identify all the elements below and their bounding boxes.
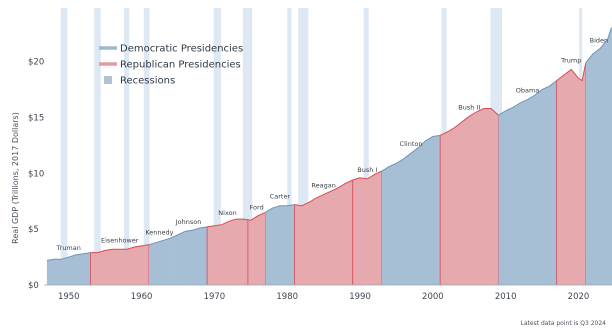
gdp-line-segment: [294, 179, 353, 207]
presidency-area-bush-ii: [440, 108, 499, 286]
x-tick-label: 2010: [495, 292, 517, 302]
recession-band: [60, 8, 68, 285]
recession-band: [143, 8, 150, 285]
legend-label: Republican Presidencies: [120, 60, 241, 71]
x-tick-label: 2020: [568, 292, 590, 302]
presidency-label-kennedy: Kennedy: [145, 229, 173, 237]
presidency-area-truman: [46, 252, 91, 285]
recession-band: [298, 8, 309, 285]
recession-band: [287, 8, 292, 285]
presidency-area-bush-i: [352, 171, 382, 285]
gdp-line-segment: [207, 218, 248, 228]
gdp-line-segment: [90, 244, 149, 254]
presidency-label-reagan: Reagan: [311, 182, 335, 190]
recession-band: [94, 8, 101, 285]
gdp-line-segment: [381, 134, 441, 172]
gdp-line-segment: [585, 27, 612, 64]
legend: Democratic Presidencies Republican Presid…: [99, 44, 243, 87]
legend-swatch-recessions: [104, 76, 112, 84]
gdp-line-segment: [169, 226, 208, 239]
presidency-area-obama: [498, 80, 557, 285]
y-axis-title: Real GDP (Trillions, 2017 Dollars): [11, 112, 20, 244]
presidency-area-clinton: [381, 135, 441, 285]
y-tick-label: $5: [28, 225, 39, 235]
recession-band: [242, 8, 253, 285]
y-tick-label: $10: [28, 169, 44, 179]
presidency-area-nixon: [207, 219, 248, 285]
gdp-line-segment: [265, 204, 295, 213]
axes: $0 $5 $10 $15 $20 1950 1960 1970 1980 1990 2000 201…: [28, 58, 612, 302]
gdp-area-segments: [46, 27, 612, 286]
presidency-label-truman: Truman: [56, 244, 81, 252]
presidency-area-trump: [556, 62, 586, 286]
presidency-area-biden: [585, 28, 612, 285]
legend-label: Recessions: [120, 76, 175, 87]
gdp-line-segment: [498, 80, 557, 116]
gdp-line-segment: [352, 170, 383, 181]
x-tick-label: 1960: [131, 292, 153, 302]
x-tick-label: 1990: [349, 292, 371, 302]
x-tick-label: 1980: [276, 292, 298, 302]
gdp-line-segment: [148, 237, 171, 246]
presidency-label-eisenhower: Eisenhower: [101, 236, 139, 244]
presidency-label-ford: Ford: [250, 204, 264, 212]
gdp-line-segment: [439, 108, 499, 136]
legend-label: Democratic Presidencies: [120, 44, 243, 55]
recession-band: [213, 8, 221, 285]
presidency-label-obama: Obama: [516, 87, 540, 95]
y-tick-label: $0: [28, 281, 39, 291]
presidency-area-johnson: [169, 226, 208, 285]
presidency-area-kennedy: [148, 238, 170, 285]
presidency-label-bush-ii: Bush II: [458, 103, 480, 111]
presidency-area-carter: [265, 204, 295, 285]
gdp-line-segment: [46, 252, 91, 261]
x-tick-label: 2000: [422, 292, 444, 302]
presidency-label-clinton: Clinton: [400, 140, 423, 148]
presidency-area-eisenhower: [90, 244, 149, 285]
presidency-area-reagan: [294, 180, 353, 285]
presidency-label-trump: Trump: [560, 56, 581, 64]
presidency-label-biden: Biden: [590, 36, 609, 44]
recession-band: [363, 8, 369, 285]
x-tick-label: 1950: [58, 292, 80, 302]
y-tick-label: $20: [28, 58, 44, 68]
gdp-line-segment: [247, 211, 266, 221]
footnote: Latest data point is Q3 2024: [521, 320, 607, 327]
gdp-line-segment: [556, 62, 587, 82]
presidency-area-ford: [247, 212, 266, 285]
x-tick-label: 1970: [204, 292, 226, 302]
presidency-label-bush-i: Bush I: [357, 166, 377, 174]
y-tick-label: $15: [28, 113, 44, 123]
recession-band: [124, 8, 130, 285]
presidency-label-nixon: Nixon: [218, 209, 236, 217]
presidency-label-johnson: Johnson: [175, 218, 202, 226]
presidency-label-carter: Carter: [270, 193, 291, 201]
